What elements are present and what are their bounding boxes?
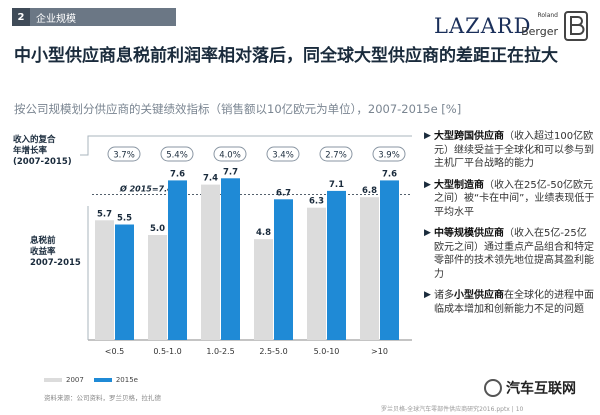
cagr-value: 4.0%	[219, 151, 241, 161]
insight-item: ▶ 中等规模供应商（收入在5亿-25亿欧元之间）通过重点产品组合和特定零部件的技术…	[424, 227, 596, 281]
cagr-value: 3.9%	[378, 151, 400, 161]
bar-2015e	[274, 199, 293, 340]
arrow-icon: ▶	[424, 228, 431, 238]
insight-bold: 大型制造商	[434, 179, 484, 191]
roland-text: Roland	[537, 12, 558, 19]
bar-value-label: 5.5	[117, 214, 132, 224]
section-label: 企业规模	[36, 13, 76, 25]
cagr-value: 3.4%	[272, 151, 294, 161]
page-subtitle: 按公司规模划分供应商的关键绩效指标（销售额以10亿欧元为单位），2007-201…	[14, 102, 462, 116]
cagr-pill	[213, 146, 247, 162]
insight-text: （收入超过100亿欧元）继续受益于全球化和可以参与到主机厂平台战略的能力	[434, 131, 594, 169]
bar-2007	[201, 184, 220, 340]
insight-text: 在全球化的进程中面临成本增加和创新能力不足的问题	[434, 290, 594, 315]
cagr-pill	[319, 146, 353, 162]
watermark: 汽车互联网	[484, 378, 576, 398]
lazard-logo: LAZARD	[434, 14, 532, 38]
wechat-icon	[484, 379, 502, 397]
bar-2015e	[327, 190, 346, 340]
legend-swatch-2015e	[93, 378, 112, 382]
roland-berger-logo: Roland Berger	[521, 11, 588, 41]
section-number: 2	[12, 8, 30, 26]
insight-item: ▶ 大型制造商（收入在25亿-50亿欧元之间）被“卡在中间”，业绩表现低于平均水平	[424, 179, 596, 220]
cagr-pill	[160, 146, 194, 162]
cagr-value: 2.7%	[325, 151, 347, 161]
insight-text: （收入在25亿-50亿欧元之间）被“卡在中间”，业绩表现低于平均水平	[434, 179, 595, 218]
bar-2007	[95, 220, 114, 340]
insight-bold: 小型供应商	[454, 290, 504, 301]
cagr-pill	[372, 146, 406, 162]
insight-bold: 大型跨国供应商	[434, 131, 504, 142]
cagr-bracket	[80, 135, 412, 156]
bar-2015e	[168, 180, 187, 340]
bar-value-label: 6.7	[276, 188, 291, 198]
legend-label-2015e: 2015e	[115, 376, 138, 384]
bar-value-label: 7.4	[203, 174, 218, 184]
ebit-label: 2007-2015	[30, 258, 81, 268]
cagr-value: 5.4%	[166, 151, 188, 161]
insight-bold: 中等规模供应商	[434, 228, 504, 239]
x-tick-label: >10	[371, 347, 388, 356]
ebit-label: 息税前	[30, 235, 56, 246]
insight-item: ▶ 诸多小型供应商在全球化的进程中面临成本增加和创新能力不足的问题	[424, 289, 596, 316]
insight-item: ▶ 大型跨国供应商（收入超过100亿欧元）继续受益于全球化和可以参与到主机厂平台战…	[424, 130, 596, 171]
bar-value-label: 7.7	[223, 167, 238, 177]
bar-2007	[360, 197, 379, 340]
average-label: Ø 2015=7.4	[119, 184, 173, 194]
bar-value-label: 7.6	[170, 169, 185, 179]
arrow-icon: ▶	[424, 179, 431, 190]
x-tick-label: <0.5	[105, 347, 124, 356]
insight-text: （收入在5亿-25亿欧元之间）通过重点产品组合和特定零部件的技术领先地位提高其盈…	[434, 228, 594, 280]
arrow-icon: ▶	[424, 290, 431, 300]
bar-2015e	[380, 180, 399, 340]
ebit-label: 收益率	[30, 246, 56, 257]
cagr-value: 3.7%	[113, 151, 135, 161]
cagr-pill	[266, 146, 300, 162]
watermark-text: 汽车互联网	[506, 381, 576, 397]
bar-value-label: 4.8	[256, 228, 271, 238]
bar-value-label: 7.6	[382, 169, 397, 179]
legend-swatch-2007	[44, 378, 62, 382]
bar-2007	[254, 239, 273, 340]
cagr-label: (2007-2015)	[13, 157, 72, 167]
page-title: 中小型供应商息税前利润率相对落后，同全球大型供应商的差距正在拉大	[14, 46, 558, 66]
bar-value-label: 5.0	[150, 224, 165, 234]
bar-2007	[148, 235, 167, 340]
footer-note: 罗兰贝格-全球汽车零部件供应商研究2016.pptx | 10	[381, 406, 524, 413]
cagr-pill	[107, 146, 141, 162]
cagr-label: 收入的复合	[13, 134, 56, 145]
section-tag: 2 企业规模	[12, 8, 176, 26]
bar-value-label: 6.8	[362, 186, 377, 196]
right-panel: ▶ 大型跨国供应商（收入超过100亿欧元）继续受益于全球化和可以参与到主机厂平台战…	[424, 130, 596, 324]
chart-legend: 2007 2015e	[44, 376, 138, 384]
roland-berger-mark-icon	[564, 11, 588, 41]
bar-2015e	[115, 224, 134, 340]
legend-item-2015e: 2015e	[93, 376, 138, 384]
x-tick-label: 1.0-2.5	[206, 347, 234, 356]
cagr-label: 年增长率	[13, 145, 48, 156]
berger-text: Berger	[521, 25, 558, 38]
arrow-icon: ▶	[424, 131, 431, 141]
legend-label-2007: 2007	[66, 376, 84, 384]
x-tick-label: 5.0-10	[314, 347, 340, 356]
bar-2015e	[221, 178, 240, 340]
x-tick-label: 2.5-5.0	[259, 347, 287, 356]
bar-2007	[307, 207, 326, 340]
bar-value-label: 7.1	[329, 180, 344, 190]
source-note: 资料来源：公司资料，罗兰贝格，拉扎德	[44, 394, 161, 402]
bar-value-label: 6.3	[309, 197, 324, 207]
bar-value-label: 5.7	[97, 209, 112, 219]
x-tick-label: 0.5-1.0	[153, 347, 181, 356]
insight-prefix: 诸多	[434, 290, 454, 301]
legend-item-2007: 2007	[44, 376, 84, 384]
